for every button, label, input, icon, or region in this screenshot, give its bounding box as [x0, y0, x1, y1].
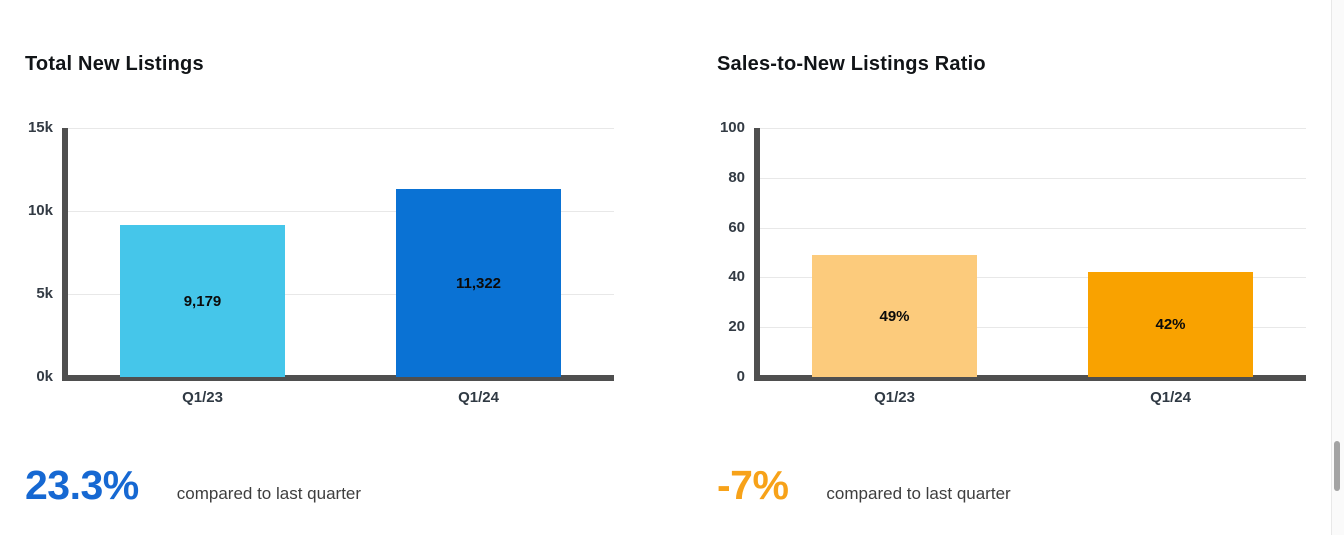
y-axis-tick-label: 100 — [719, 119, 745, 136]
gridline — [62, 211, 614, 212]
bar-Q1/24[interactable]: 42% — [1088, 272, 1253, 377]
x-axis-line — [754, 375, 1306, 381]
gridline — [754, 228, 1306, 229]
y-axis-tick-label: 60 — [728, 219, 745, 236]
vertical-scrollbar-thumb[interactable] — [1334, 441, 1340, 491]
y-axis-tick-label: 5k — [36, 285, 53, 302]
x-axis-line — [62, 375, 614, 381]
y-axis-tick-label: 10k — [27, 202, 53, 219]
bar-Q1/24[interactable]: 11,322 — [396, 189, 561, 377]
y-axis-tick-label: 15k — [27, 119, 53, 136]
chart-title: Total New Listings — [25, 53, 204, 75]
bar-Q1/23[interactable]: 49% — [812, 255, 977, 377]
kpi-row: -7% compared to last quarter — [717, 462, 1011, 509]
x-axis-tick-label: Q1/23 — [874, 389, 915, 406]
kpi-caption: compared to last quarter — [826, 484, 1011, 503]
gridline — [62, 294, 614, 295]
bar-Q1/23[interactable]: 9,179 — [120, 225, 285, 377]
kpi-change-value: 23.3% — [25, 462, 139, 508]
y-axis-tick-label: 20 — [728, 318, 745, 335]
y-axis-tick-label: 0 — [736, 368, 745, 385]
y-axis-tick-label: 0k — [36, 368, 53, 385]
x-axis-tick-label: Q1/23 — [182, 389, 223, 406]
bar-chart: 0k 5k 10k 15k 9,179 Q1/23 11,322 Q1/24 — [0, 0, 660, 430]
kpi-change-value: -7% — [717, 462, 789, 508]
y-axis-line — [754, 128, 760, 381]
bar-value-label: 9,179 — [183, 292, 222, 310]
vertical-scrollbar[interactable] — [1331, 0, 1344, 535]
chart-title: Sales-to-New Listings Ratio — [717, 53, 986, 75]
bar-value-label: 49% — [879, 307, 910, 325]
bar-value-label: 42% — [1155, 316, 1186, 333]
y-axis-tick-label: 40 — [728, 268, 745, 285]
x-axis-tick-label: Q1/24 — [458, 389, 499, 406]
gridline — [754, 128, 1306, 129]
y-axis-tick-label: 80 — [728, 169, 745, 186]
kpi-caption: compared to last quarter — [176, 484, 362, 503]
bar-value-label: 11,322 — [455, 274, 502, 292]
x-axis-tick-label: Q1/24 — [1150, 389, 1191, 406]
gridline — [754, 277, 1306, 278]
total-new-listings-panel: Total New Listings 0k 5k 10k 15k 9,179 Q1/23 1… — [0, 0, 660, 535]
sales-to-new-listings-ratio-panel: Sales-to-New Listings Ratio 0 20 40 60 80 100… — [692, 0, 1344, 535]
gridline — [62, 128, 614, 129]
kpi-row: 23.3% compared to last quarter — [25, 462, 361, 509]
bar-chart: 0 20 40 60 80 100 49% Q1/23 42% Q1/24 — [692, 0, 1344, 430]
y-axis-line — [62, 128, 68, 381]
gridline — [754, 178, 1306, 179]
gridline — [754, 327, 1306, 328]
